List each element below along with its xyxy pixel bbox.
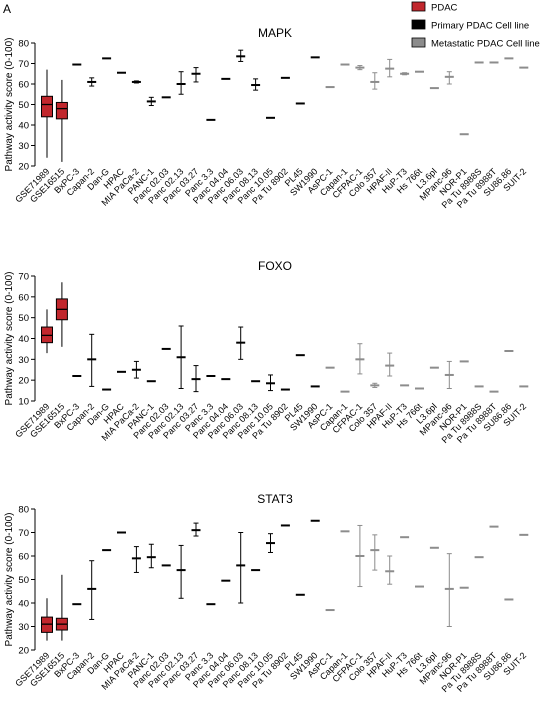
y-tick-label: 30 <box>18 622 29 633</box>
y-tick-label: 50 <box>18 100 29 111</box>
box <box>41 95 53 118</box>
y-tick-label: 40 <box>18 121 29 132</box>
y-tick-label: 50 <box>18 575 29 586</box>
y-tick-label: 60 <box>18 80 29 91</box>
y-tick-label: 70 <box>18 59 29 70</box>
box <box>55 101 68 120</box>
legend-label-metastatic: Metastatic PDAC Cell line <box>431 39 540 50</box>
y-tick-label: 20 <box>18 646 29 657</box>
y-tick-label: 40 <box>18 599 29 610</box>
legend-entry-pdac: PDAC <box>411 1 458 14</box>
y-tick-label: 40 <box>18 334 29 345</box>
y-axis-label: Pathway activity score (0-100) <box>4 272 15 406</box>
chart-title: STAT3 <box>257 492 293 506</box>
y-tick-label: 10 <box>18 397 29 408</box>
legend-label-primary: Primary PDAC Cell line <box>431 21 529 32</box>
legend-swatch-primary <box>411 19 426 30</box>
y-tick-label: 70 <box>18 528 29 539</box>
legend: PDAC Primary PDAC Cell line Metastatic P… <box>411 1 540 50</box>
y-tick-label: 30 <box>18 355 29 366</box>
chart-panel-mapk: MAPK Pathway activity score (0-100) 20 30 40… <box>4 26 529 210</box>
y-tick-label: 50 <box>18 313 29 324</box>
panel-label: A <box>3 2 11 16</box>
legend-entry-metastatic: Metastatic PDAC Cell line <box>411 37 540 50</box>
y-tick-label: 60 <box>18 552 29 563</box>
chart-title: FOXO <box>258 259 292 273</box>
chart-panel-foxo: FOXO Pathway activity score (0-100) 10 20 30… <box>4 259 529 445</box>
y-tick-label: 70 <box>18 272 29 283</box>
y-tick-label: 80 <box>18 39 29 50</box>
legend-entry-primary: Primary PDAC Cell line <box>411 19 529 32</box>
y-tick-label: 60 <box>18 292 29 303</box>
y-tick-label: 20 <box>18 376 29 387</box>
y-axis-label: Pathway activity score (0-100) <box>4 513 15 647</box>
y-axis-label: Pathway activity score (0-100) <box>4 38 15 172</box>
chart-title: MAPK <box>258 26 292 40</box>
y-tick-label: 80 <box>18 505 29 516</box>
chart-panel-stat3: STAT3 Pathway activity score (0-100)20 30 4… <box>4 492 529 694</box>
y-tick-label: 30 <box>18 141 29 152</box>
legend-label-pdac: PDAC <box>431 3 458 14</box>
legend-swatch-pdac <box>411 1 426 12</box>
legend-swatch-metastatic <box>411 37 426 48</box>
y-tick-label: 20 <box>18 162 29 173</box>
